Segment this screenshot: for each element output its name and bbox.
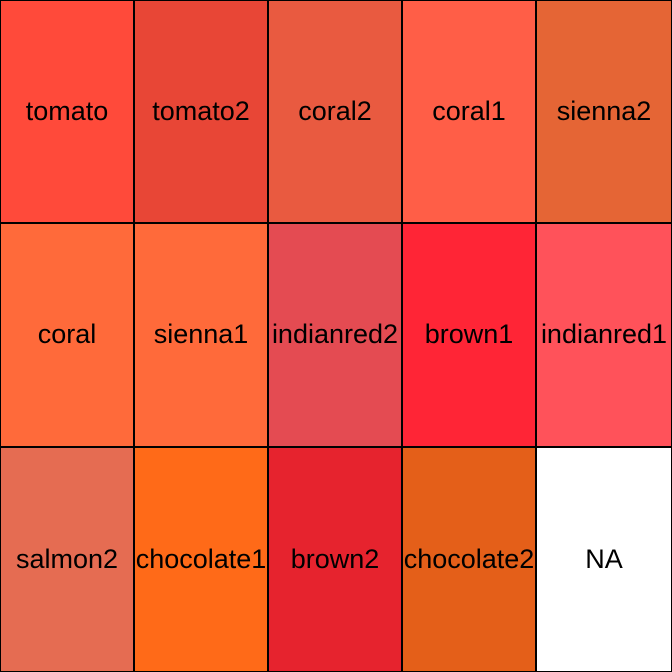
swatch-label: salmon2 xyxy=(15,543,119,574)
swatch-label: chocolate2 xyxy=(403,543,535,574)
swatch-label: brown2 xyxy=(290,543,380,574)
swatch-label: indianred1 xyxy=(540,319,668,350)
swatch-label: tomato xyxy=(25,96,109,127)
swatch-indianred1: indianred1 xyxy=(537,224,671,448)
swatch-indianred2: indianred2 xyxy=(269,224,403,448)
swatch-label: coral xyxy=(37,319,97,350)
swatch-chocolate1: chocolate1 xyxy=(135,447,269,671)
swatch-tomato: tomato xyxy=(1,1,135,225)
swatch-coral2: coral2 xyxy=(269,1,403,225)
swatch-label: coral2 xyxy=(298,96,372,127)
swatch-brown1: brown1 xyxy=(403,224,537,448)
swatch-brown2: brown2 xyxy=(269,447,403,671)
swatch-label: brown1 xyxy=(424,319,514,350)
swatch-label: sienna1 xyxy=(153,319,249,350)
swatch-label: chocolate1 xyxy=(135,543,267,574)
swatch-coral: coral xyxy=(1,224,135,448)
swatch-sienna1: sienna1 xyxy=(135,224,269,448)
swatch-label: NA xyxy=(585,543,623,574)
swatch-label: tomato2 xyxy=(152,96,250,127)
swatch-label: sienna2 xyxy=(556,96,652,127)
swatch-label: coral1 xyxy=(432,96,506,127)
swatch-sienna2: sienna2 xyxy=(537,1,671,225)
swatch-chocolate2: chocolate2 xyxy=(403,447,537,671)
swatch-salmon2: salmon2 xyxy=(1,447,135,671)
swatch-coral1: coral1 xyxy=(403,1,537,225)
swatch-na: NA xyxy=(537,447,671,671)
swatch-label: indianred2 xyxy=(271,319,399,350)
swatch-tomato2: tomato2 xyxy=(135,1,269,225)
